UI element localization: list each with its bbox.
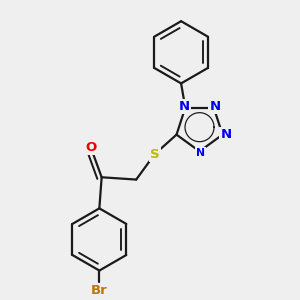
- Text: S: S: [150, 148, 160, 161]
- Text: N: N: [178, 100, 190, 113]
- Text: O: O: [86, 141, 97, 154]
- Text: N: N: [209, 100, 220, 113]
- Text: N: N: [196, 148, 205, 158]
- Text: Br: Br: [91, 284, 108, 297]
- Text: N: N: [220, 128, 232, 141]
